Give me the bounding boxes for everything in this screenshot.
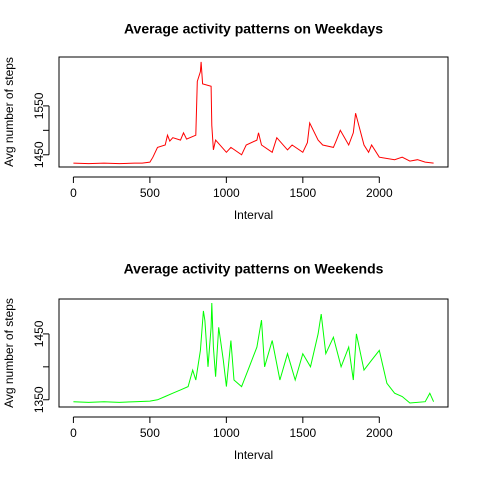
chart-title: Average activity patterns on Weekdays [124,21,383,37]
y-tick-label: 1350 [32,386,46,413]
y-tick-label: 1550 [32,92,46,119]
x-tick-label: 2000 [366,426,393,440]
x-tick-label: 1500 [289,186,316,200]
x-tick-label: 500 [140,426,160,440]
y-tick-label: 1450 [32,320,46,347]
x-tick-label: 500 [140,186,160,200]
x-tick-label: 0 [70,426,77,440]
y-axis-label: Avg number of steps [2,57,16,167]
data-line [73,302,435,404]
data-line [73,61,434,165]
x-axis-label: Interval [234,208,273,222]
x-tick-label: 1000 [213,426,240,440]
y-tick-label: 1450 [32,141,46,168]
y-axis-label: Avg number of steps [2,298,16,408]
x-tick-label: 1000 [213,186,240,200]
x-axis-label: Interval [234,448,273,462]
x-tick-label: 1500 [289,426,316,440]
plot-box [58,56,449,168]
x-tick-label: 2000 [366,186,393,200]
chart-title: Average activity patterns on Weekends [124,261,384,277]
plot-box [58,298,449,408]
x-tick-label: 0 [70,186,77,200]
